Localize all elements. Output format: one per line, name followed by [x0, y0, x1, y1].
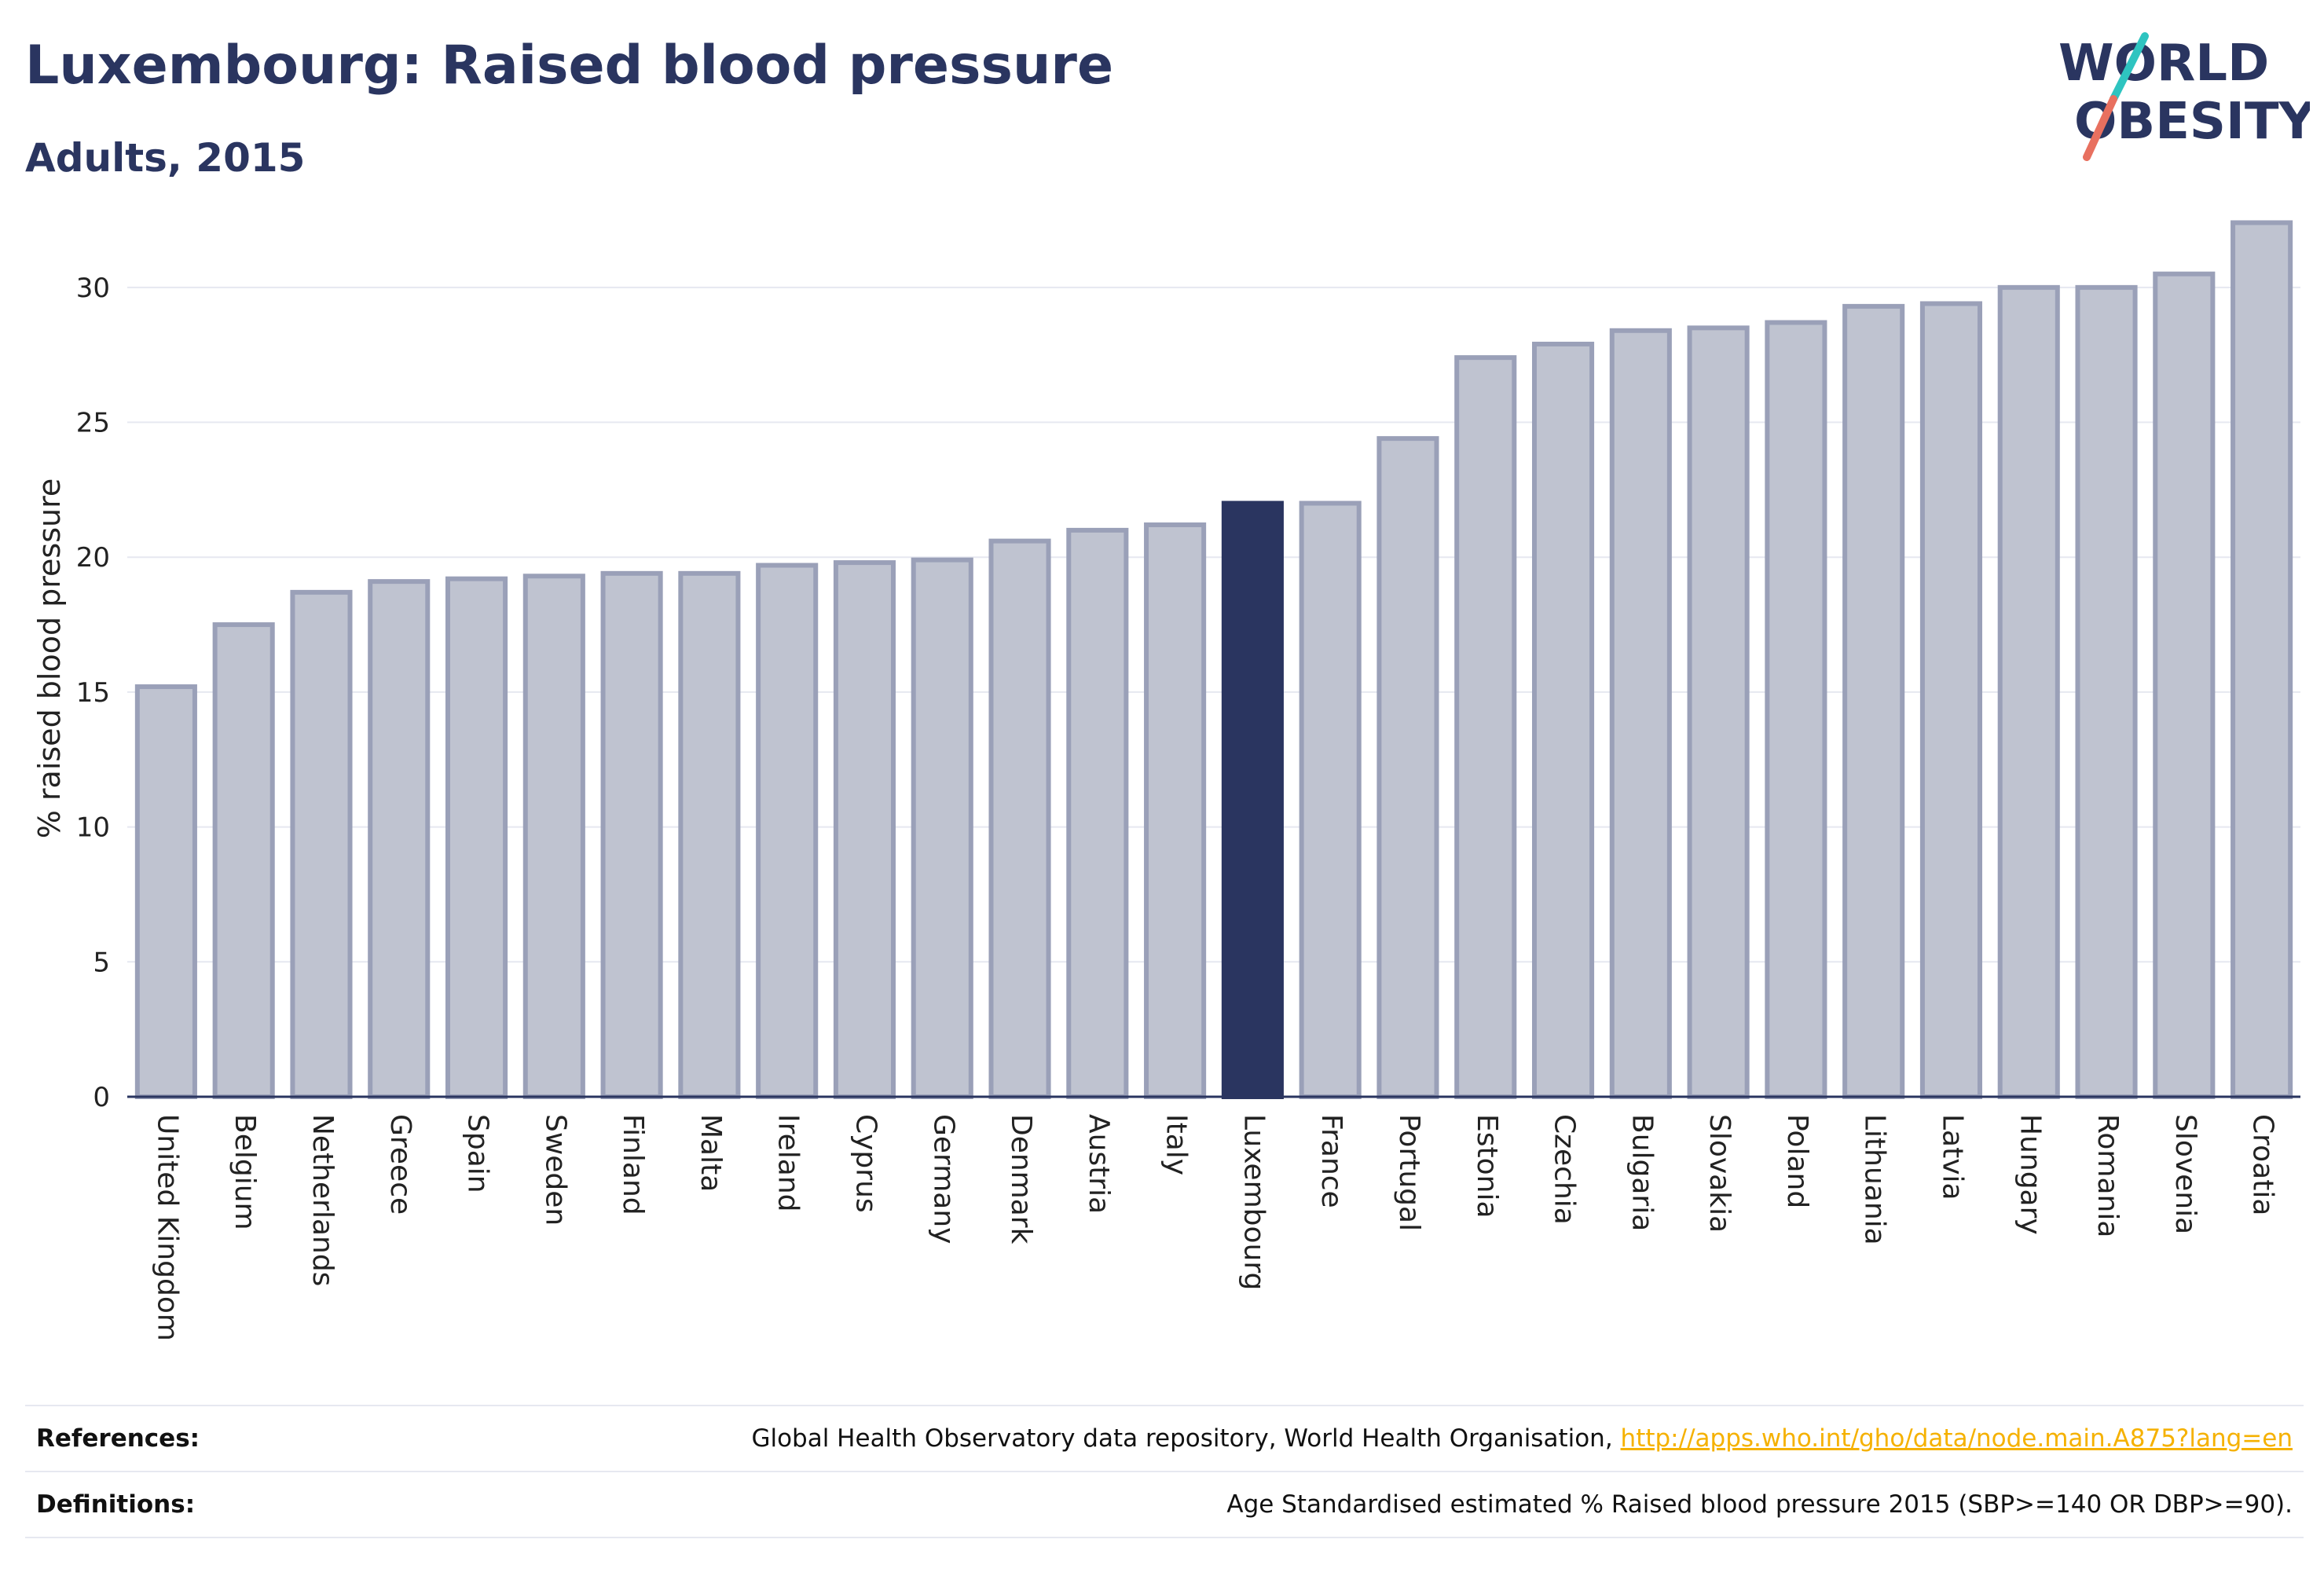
- bar: [1144, 522, 1207, 1099]
- world-obesity-logo: WORLD OBESITY: [2027, 24, 2310, 165]
- bar: [756, 563, 819, 1099]
- y-tick-label: 20: [76, 542, 110, 574]
- bar: [1842, 303, 1905, 1100]
- x-tick-label: Ireland: [772, 1114, 805, 1212]
- bar: [1919, 301, 1983, 1099]
- x-tick-label: Malta: [695, 1114, 727, 1192]
- references-label: References:: [36, 1424, 200, 1453]
- bar: [1376, 436, 1439, 1099]
- footer-divider: [25, 1405, 2304, 1406]
- bar: [368, 579, 431, 1099]
- bar: [1997, 284, 2060, 1099]
- bar: [1609, 328, 1672, 1099]
- x-tick-label: Romania: [2091, 1114, 2124, 1237]
- x-tick-label: Belgium: [229, 1114, 261, 1230]
- x-tick-label: Spain: [462, 1114, 494, 1193]
- y-tick-label: 30: [76, 273, 110, 304]
- definitions-text: Age Standardised estimated % Raised bloo…: [1226, 1490, 2293, 1519]
- logo-line-1: WORLD: [2058, 35, 2269, 93]
- x-tick-label: Bulgaria: [1626, 1114, 1658, 1231]
- x-tick-label: Slovenia: [2169, 1114, 2201, 1234]
- chart-title: Luxembourg: Raised blood pressure: [25, 35, 1114, 97]
- bar: [988, 538, 1051, 1099]
- x-tick-label: Germany: [927, 1114, 959, 1244]
- bar: [1765, 320, 1827, 1099]
- bar: [833, 560, 896, 1099]
- x-tick-label: France: [1315, 1114, 1347, 1208]
- x-tick-label: Italy: [1160, 1114, 1193, 1175]
- bar: [445, 576, 508, 1099]
- y-tick-label: 5: [93, 947, 110, 978]
- x-tick-label: Austria: [1083, 1114, 1115, 1214]
- x-tick-label: Lithuania: [1859, 1114, 1891, 1245]
- definitions-row: Definitions: Age Standardised estimated …: [25, 1473, 2304, 1536]
- bar: [134, 684, 197, 1099]
- chart-subtitle: Adults, 2015: [25, 135, 306, 181]
- x-tick-label: Croatia: [2247, 1114, 2279, 1215]
- x-tick-label: Hungary: [2014, 1114, 2046, 1235]
- references-value: Global Health Observatory data repositor…: [751, 1424, 2293, 1453]
- bar: [212, 622, 275, 1099]
- footer-divider: [25, 1471, 2304, 1472]
- bar: [290, 589, 353, 1099]
- bar-chart: 0 5 10 15 20 25 30 % raised blood pressure Unite…: [32, 220, 2300, 1341]
- x-tick-label: Finland: [617, 1114, 649, 1215]
- bar: [2231, 220, 2293, 1099]
- bar: [1299, 500, 1362, 1099]
- bar: [2075, 284, 2138, 1099]
- x-tick-label: Sweden: [539, 1114, 571, 1226]
- footer-divider: [25, 1537, 2304, 1538]
- x-tick-label: Luxembourg: [1237, 1114, 1270, 1290]
- bar: [1066, 527, 1129, 1099]
- bar: [600, 570, 663, 1099]
- x-tick-label: United Kingdom: [151, 1114, 183, 1341]
- bar: [678, 570, 741, 1099]
- bar: [522, 574, 585, 1099]
- bar: [1454, 355, 1517, 1099]
- x-tick-label: Cyprus: [849, 1114, 882, 1213]
- references-link[interactable]: http://apps.who.int/gho/data/node.main.A…: [1620, 1424, 2293, 1453]
- y-tick-label: 0: [93, 1082, 110, 1113]
- y-tick-label: 10: [76, 812, 110, 844]
- x-tick-label: Czechia: [1549, 1114, 1581, 1225]
- bar: [1531, 341, 1595, 1099]
- definitions-label: Definitions:: [36, 1490, 196, 1519]
- x-tick-label: Portugal: [1393, 1114, 1425, 1231]
- x-tick-label: Greece: [384, 1114, 416, 1215]
- bar: [1221, 500, 1284, 1099]
- y-tick-label: 15: [76, 677, 110, 709]
- references-text: Global Health Observatory data repositor…: [751, 1424, 1621, 1453]
- x-tick-label: Latvia: [1936, 1114, 1968, 1200]
- x-tick-label: Estonia: [1471, 1114, 1503, 1219]
- x-tick-label: Slovakia: [1703, 1114, 1736, 1233]
- x-tick-label: Denmark: [1005, 1114, 1037, 1244]
- bar: [911, 557, 973, 1099]
- bar: [1687, 325, 1750, 1100]
- bar: [2153, 271, 2216, 1100]
- x-tick-label: Netherlands: [306, 1114, 339, 1286]
- x-tick-label: Poland: [1781, 1114, 1813, 1208]
- y-tick-label: 25: [76, 408, 110, 439]
- y-axis-label: % raised blood pressure: [32, 478, 67, 839]
- references-row: References: Global Health Observatory da…: [25, 1407, 2304, 1470]
